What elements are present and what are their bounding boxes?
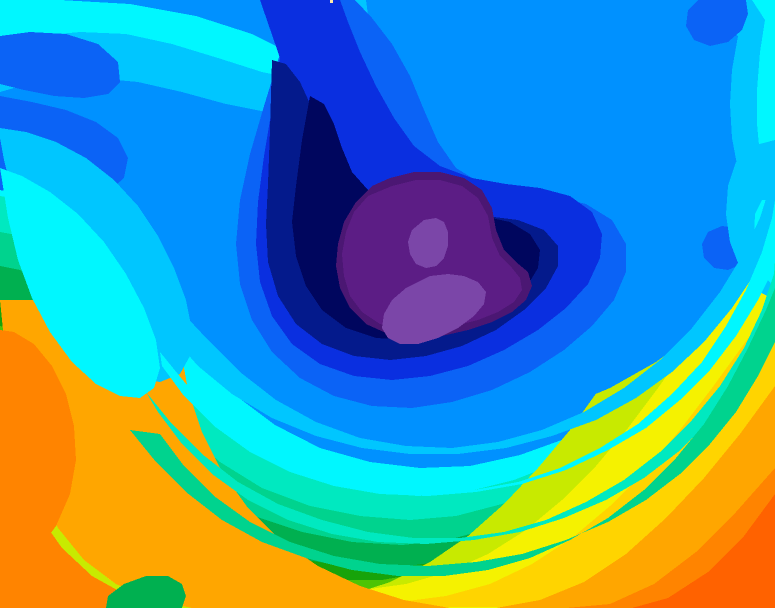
blob-green-pocket-south — [106, 576, 186, 608]
band-orange-red-se — [632, 494, 775, 608]
band-yellow-sw — [0, 222, 775, 608]
band-orange-left-lobe — [0, 330, 76, 586]
core-light-upper — [408, 218, 448, 268]
band-orange-sw — [0, 300, 775, 608]
blob-blue-northwest — [0, 32, 120, 98]
blob-blue-topright — [686, 0, 748, 46]
band-cyan-topleft — [0, 0, 318, 80]
station-marker-icon — [330, 0, 333, 3]
core-light-lower — [382, 274, 486, 344]
band-cyan-lowerleft-tongue — [0, 168, 160, 398]
band-azure-topright-notch — [540, 0, 706, 110]
band-amber-sw — [0, 300, 775, 608]
